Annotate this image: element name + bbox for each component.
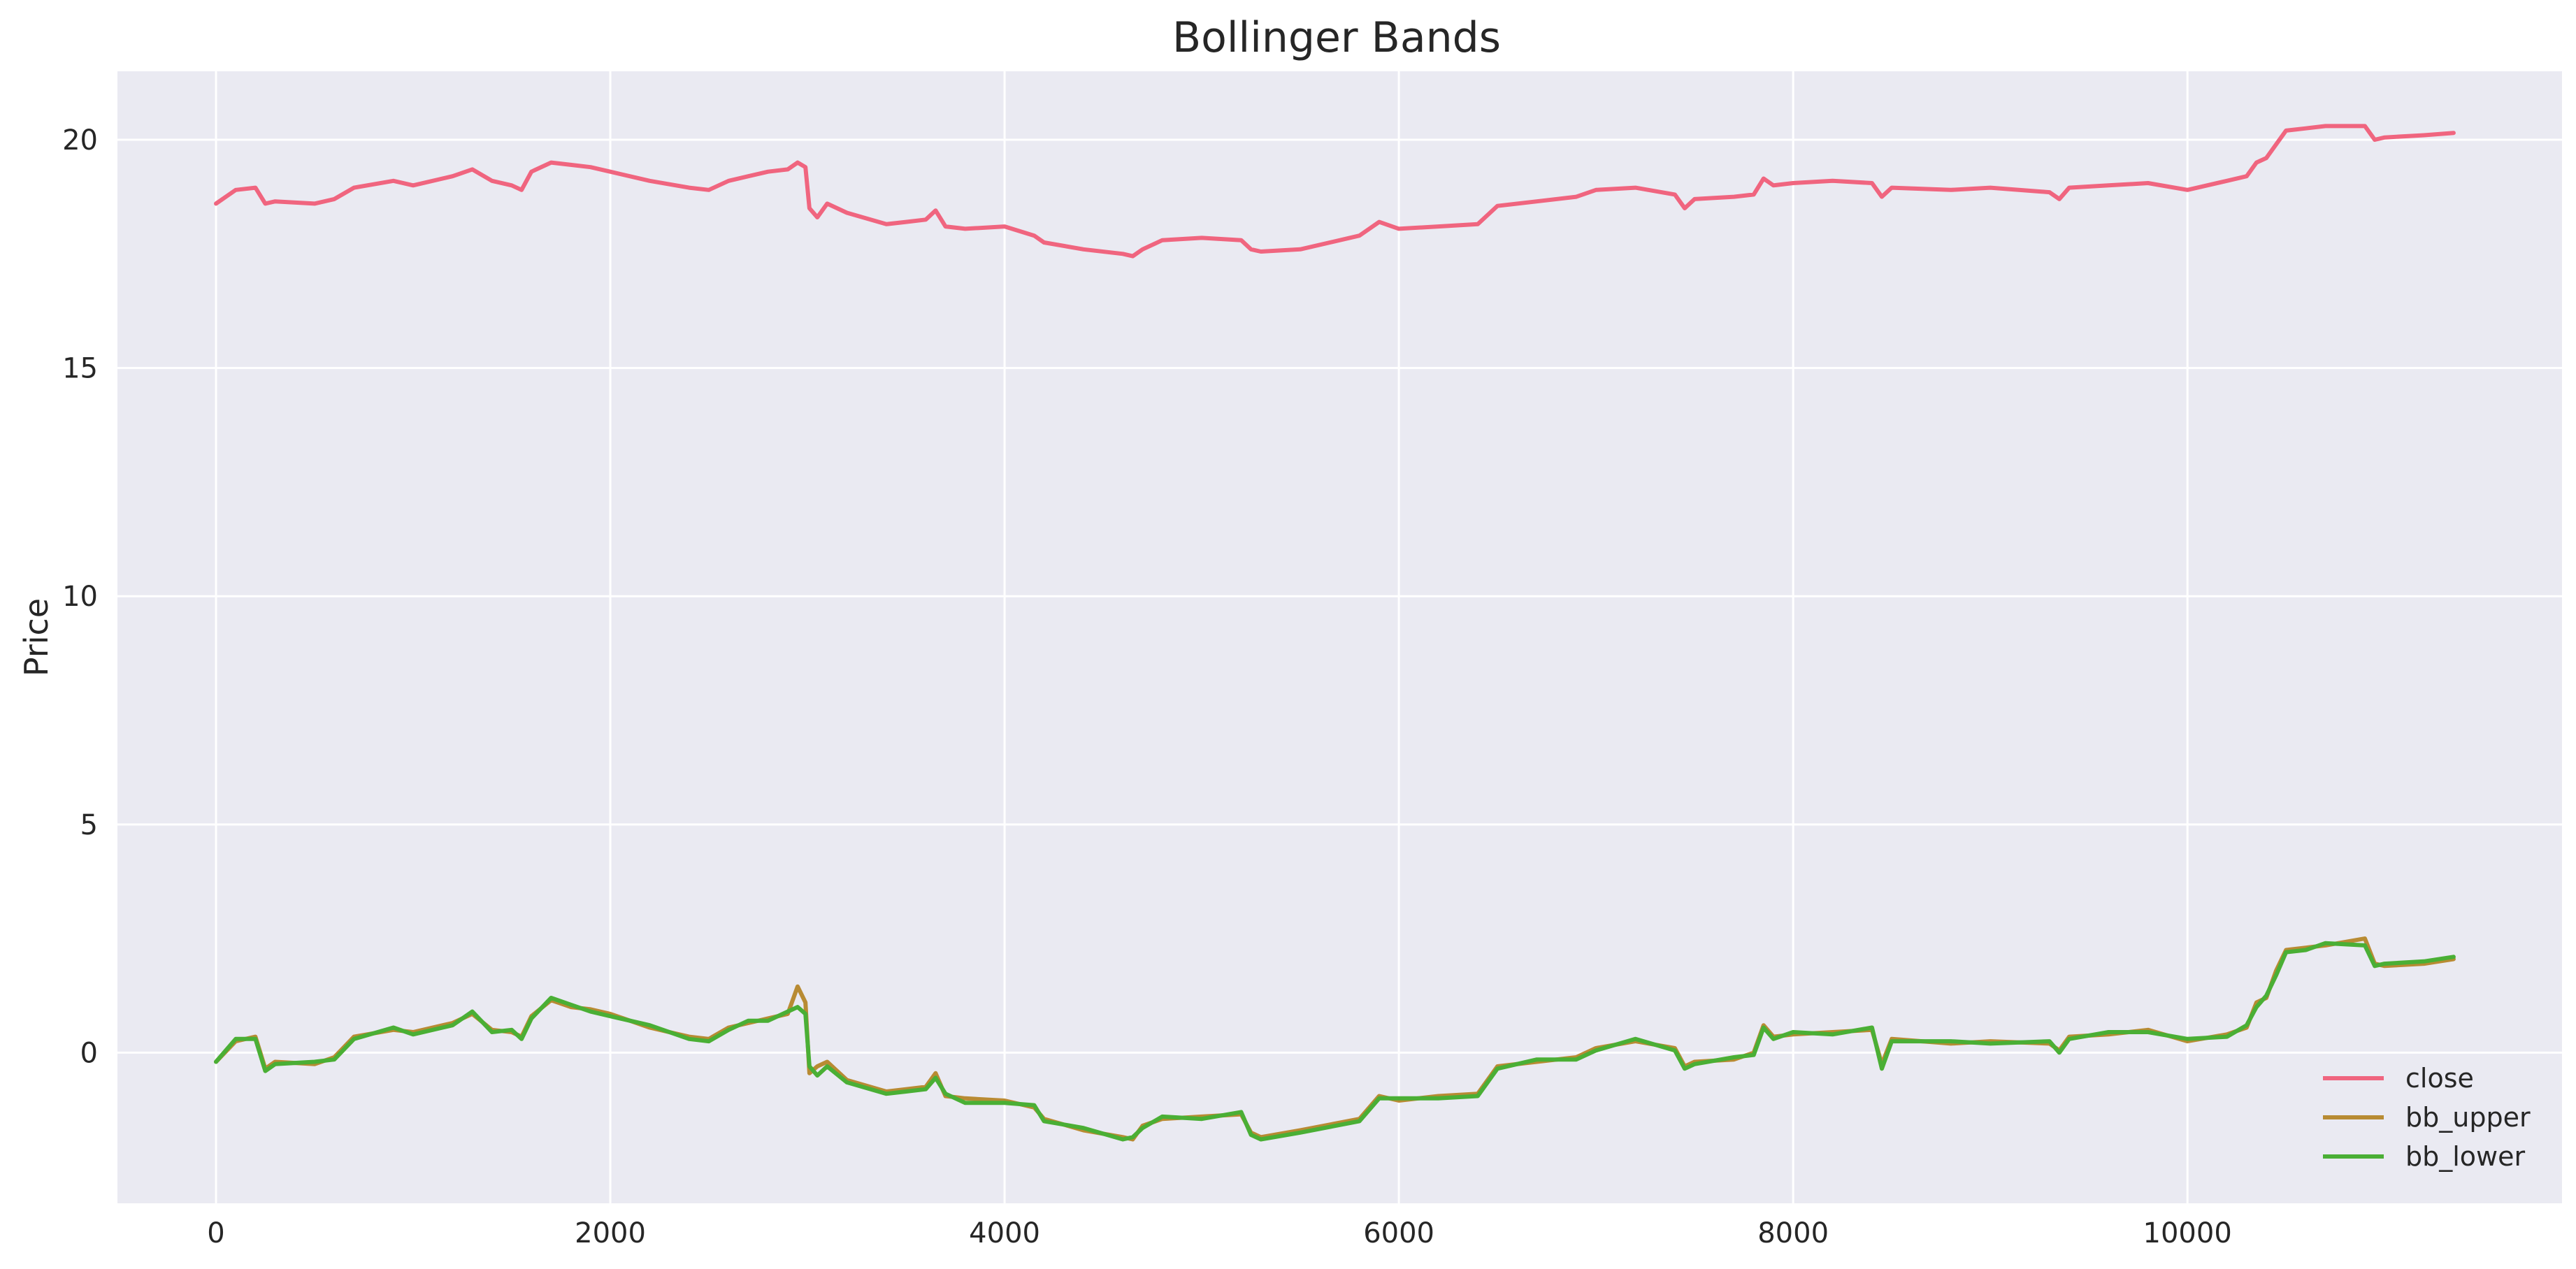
x-tick-label: 6000 [1363, 1217, 1434, 1249]
x-tick-label: 0 [207, 1217, 224, 1249]
legend-label-bb-lower: bb_lower [2405, 1141, 2526, 1172]
chart-title: Bollinger Bands [1172, 13, 1501, 62]
x-tick-label: 8000 [1757, 1217, 1829, 1249]
grid-lines [117, 71, 2562, 1203]
legend-label-close: close [2405, 1063, 2474, 1094]
y-tick-label: 15 [62, 353, 98, 385]
x-tick-label: 4000 [969, 1217, 1040, 1249]
plot-area [117, 71, 2562, 1203]
y-tick-label: 10 [62, 581, 98, 613]
legend-label-bb-upper: bb_upper [2405, 1102, 2531, 1133]
y-axis-label: Price [17, 598, 55, 676]
series-line-close [214, 124, 2456, 259]
y-tick-label: 20 [62, 124, 98, 157]
y-tick-label: 5 [80, 809, 98, 841]
x-tick-label: 2000 [575, 1217, 646, 1249]
series-layer [214, 124, 2456, 1142]
legend: close bb_upper bb_lower [2323, 1063, 2531, 1172]
y-tick-label: 0 [80, 1037, 98, 1069]
y-axis-ticks: 0 5 10 15 20 [62, 124, 98, 1069]
x-tick-label: 10000 [2143, 1217, 2232, 1249]
x-axis-ticks: 0 2000 4000 6000 8000 10000 [207, 1217, 2232, 1249]
series-line-bb-lower [214, 941, 2456, 1142]
